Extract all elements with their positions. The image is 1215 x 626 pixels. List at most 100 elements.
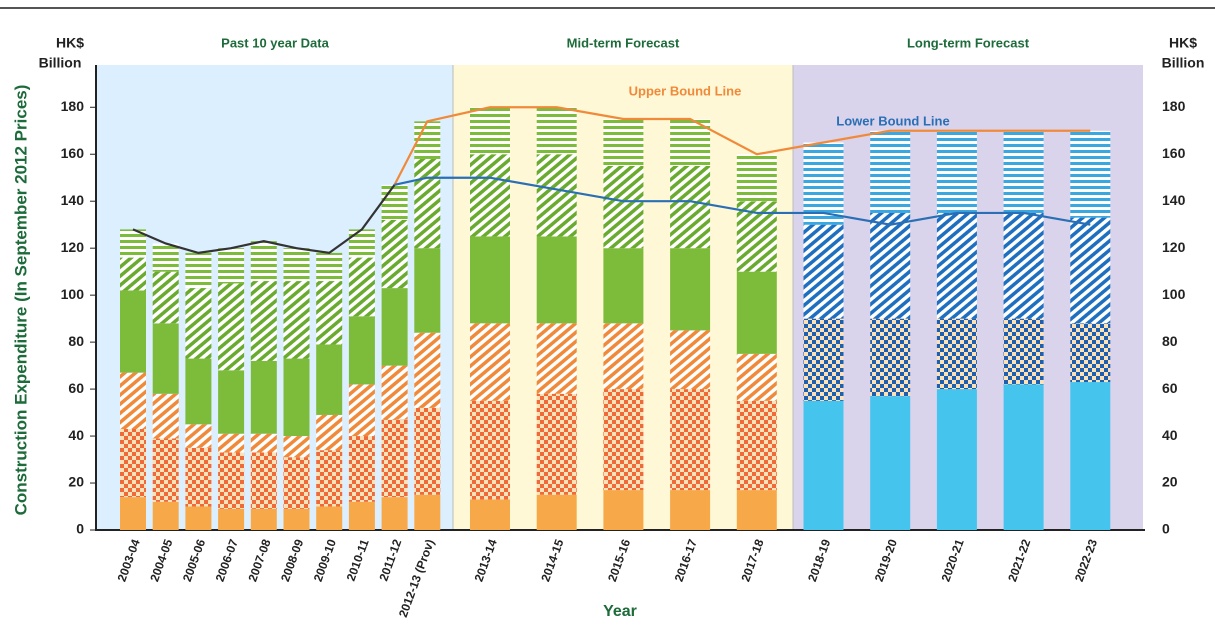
bar-segment — [381, 220, 408, 289]
bar-segment — [250, 433, 277, 453]
bar-segment — [348, 501, 375, 530]
bar-segment — [316, 414, 343, 451]
y-tick-label: 180 — [61, 98, 85, 114]
y-tick-label: 80 — [1162, 333, 1178, 349]
bar-segment — [120, 372, 146, 430]
bar-segment — [1070, 323, 1111, 383]
bar-segment — [470, 323, 510, 401]
bar-segment — [185, 447, 212, 507]
bar-segment — [803, 400, 844, 530]
bar-segment — [316, 281, 343, 345]
bar-segment — [670, 165, 711, 249]
y-tick-label: 80 — [68, 333, 84, 349]
bar-segment — [736, 271, 777, 354]
y-tick-label: 60 — [68, 380, 84, 396]
bar-segment — [1070, 217, 1111, 324]
bar-segment — [152, 243, 179, 272]
bar-segment — [1070, 382, 1111, 530]
bar-segment — [348, 257, 375, 317]
bar-segment — [803, 224, 844, 319]
x-axis-label: Year — [603, 603, 637, 620]
bar-segment — [218, 370, 245, 434]
y-tick-label: 20 — [1162, 474, 1178, 490]
x-tick-label: 2014-15 — [538, 537, 566, 583]
bar-segment — [470, 400, 510, 500]
bar-segment — [736, 154, 777, 202]
bar-segment — [152, 323, 179, 394]
bar-segment — [218, 433, 245, 453]
bar-segment — [470, 499, 510, 530]
bar-segment — [218, 452, 245, 509]
bar-segment — [736, 400, 777, 491]
line — [393, 106, 1091, 186]
bar-segment — [1003, 318, 1044, 385]
bar-segment — [536, 494, 577, 530]
y-tick-label: 0 — [76, 521, 84, 537]
bar-segment — [536, 393, 577, 495]
bar-segment — [218, 508, 245, 530]
bar-segment — [803, 142, 844, 225]
y-tick-label: 40 — [68, 427, 84, 443]
bar-segment — [316, 506, 343, 530]
y-tick-label: 180 — [1162, 98, 1186, 114]
bar-segment — [1003, 212, 1044, 319]
bar-segment — [348, 316, 375, 385]
bar-segment — [603, 323, 644, 390]
y-tick-label: 120 — [61, 239, 85, 255]
bar-segment — [1003, 384, 1044, 530]
y-tick-label: 140 — [61, 192, 85, 208]
bar-segment — [414, 494, 441, 530]
bar-segment — [603, 248, 644, 324]
y-unit: HK$ — [1169, 35, 1197, 51]
y-tick-label: 60 — [1162, 380, 1178, 396]
bar-segment — [870, 130, 911, 213]
line — [394, 176, 1091, 226]
bar-segment — [536, 323, 577, 394]
bar-segment — [936, 389, 977, 530]
bar-segment — [348, 436, 375, 502]
x-tick-label: 2020-21 — [938, 537, 966, 583]
x-tick-label: 2009-10 — [311, 537, 339, 583]
bar-segment — [250, 281, 277, 361]
bar-segment — [414, 248, 441, 333]
x-tick-label: 2006-07 — [213, 537, 241, 583]
x-tick-label: 2017-18 — [738, 537, 766, 583]
y-tick-label: 20 — [68, 474, 84, 490]
bar-segment — [185, 252, 212, 289]
bar-segment — [603, 119, 644, 166]
bar-segment — [670, 248, 711, 331]
bar-segment — [283, 457, 310, 509]
section-label: Past 10 year Data — [221, 35, 329, 50]
bar-segment — [736, 353, 777, 401]
bar-segment — [185, 358, 212, 425]
y-tick-label: 120 — [1162, 239, 1186, 255]
bar-segment — [185, 424, 212, 448]
bar-segment — [283, 281, 310, 359]
bar-segment — [283, 508, 310, 530]
bar-segment — [218, 248, 245, 284]
y-tick-label: 100 — [1162, 286, 1186, 302]
y-unit: Billion — [39, 55, 82, 71]
bar-segment — [936, 212, 977, 319]
x-tick-label: 2018-19 — [805, 537, 833, 583]
line — [132, 184, 396, 255]
bar-segment — [936, 318, 977, 390]
bar-segment — [250, 241, 277, 282]
bar-segment — [283, 358, 310, 437]
bar-segment — [736, 201, 777, 272]
bar-segment — [120, 429, 146, 498]
y-tick-label: 0 — [1162, 521, 1170, 537]
bar-segment — [250, 360, 277, 434]
y-tick-label: 40 — [1162, 427, 1178, 443]
bar-segment — [120, 257, 146, 291]
section-label: Long-term Forecast — [907, 35, 1030, 50]
bar-segment — [603, 165, 644, 249]
bar-segment — [536, 154, 577, 237]
bar-segment — [250, 508, 277, 530]
bar-segment — [870, 212, 911, 319]
x-tick-label: 2007-08 — [245, 537, 273, 583]
bar-segment — [152, 501, 179, 530]
bar-segment — [316, 450, 343, 507]
bar-segment — [603, 490, 644, 530]
x-tick-label: 2003-04 — [115, 537, 143, 583]
